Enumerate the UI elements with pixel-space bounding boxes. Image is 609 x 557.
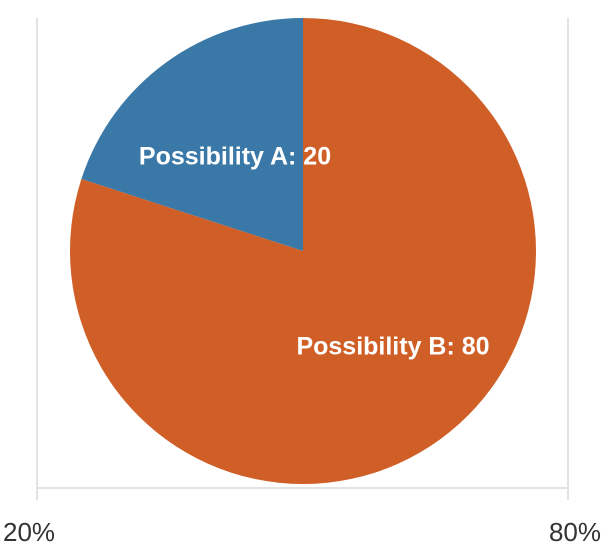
grid-layer <box>36 18 569 500</box>
slice-label: Possibility B: 80 <box>296 333 489 361</box>
slices-layer <box>70 18 537 484</box>
slice-label: Possibility A: 20 <box>139 143 331 171</box>
pie-slice-possibility-a <box>81 18 303 251</box>
x-tick-label: 20% <box>3 517 55 547</box>
pie-slice-possibility-b <box>70 18 537 484</box>
x-tick-labels: 20% 80% <box>3 517 601 547</box>
x-tick-label: 80% <box>549 517 601 547</box>
slice-labels-layer: Possibility A: 20 Possibility B: 80 <box>139 143 490 361</box>
